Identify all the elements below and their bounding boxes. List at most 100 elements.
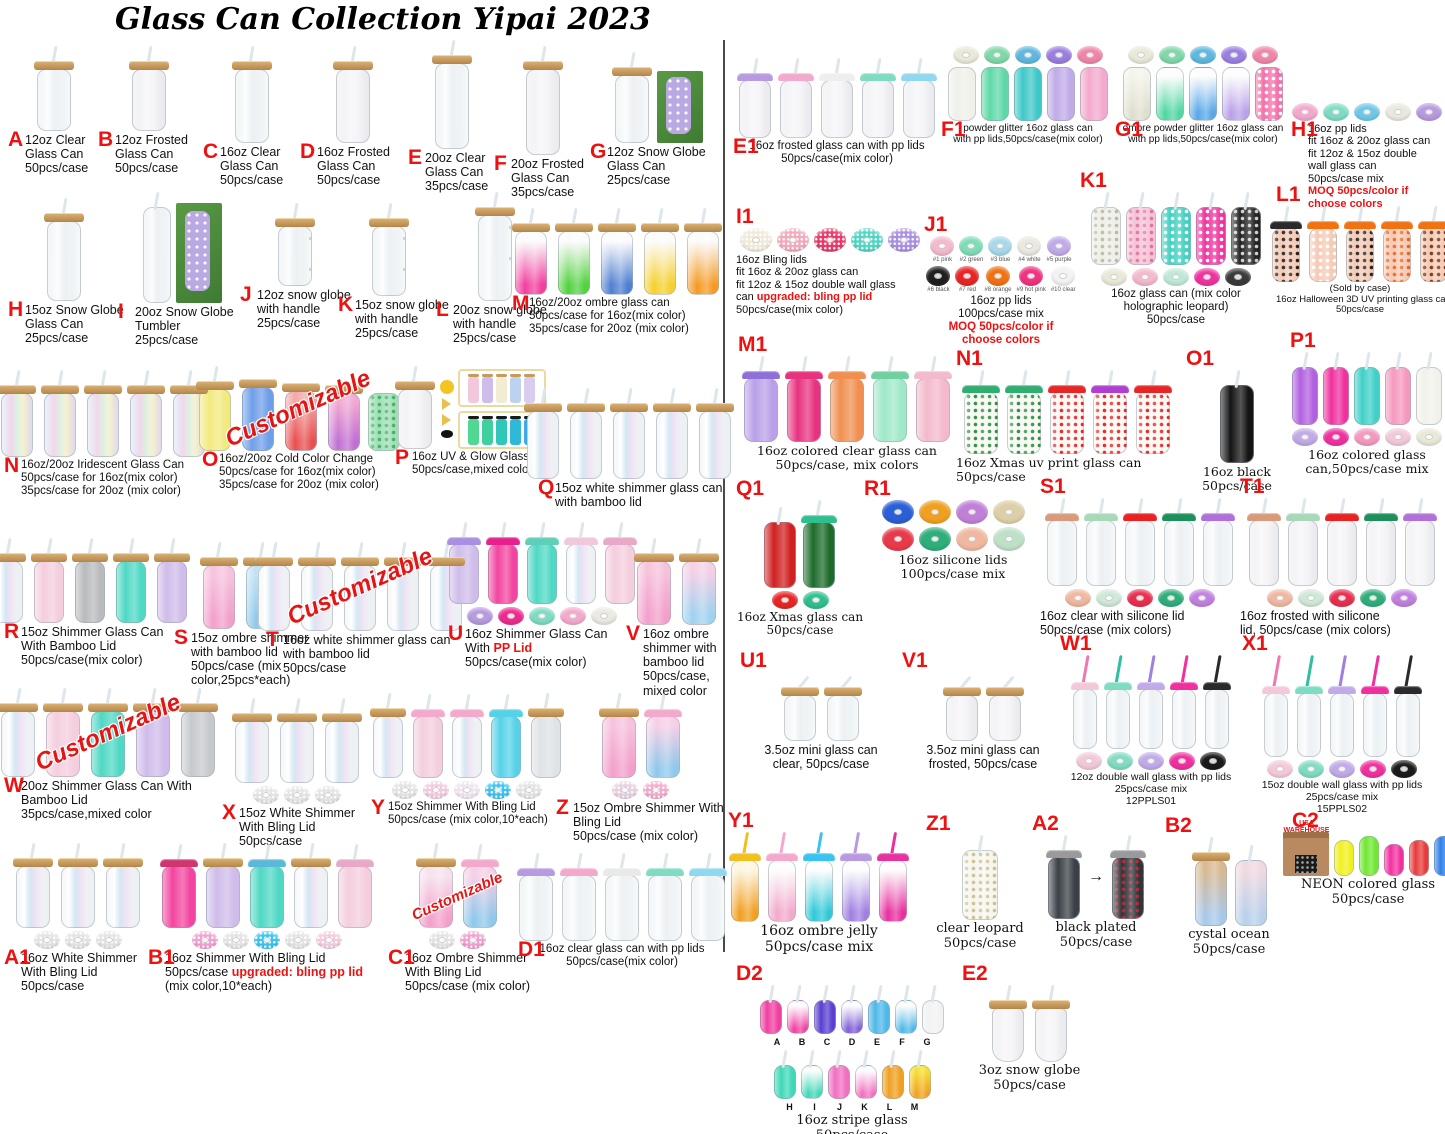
bling-lid-graphic [95, 931, 122, 949]
can-row [275, 202, 315, 286]
product-image [1165, 836, 1293, 926]
lid-hole [468, 937, 477, 943]
caption-line: 35pcs/case for 20oz (mix color) [219, 478, 379, 491]
pp-lid-graphic [803, 852, 835, 861]
uv-icons [439, 380, 454, 438]
catalog-entry-J1: J1 #1 pink #2 green #3 blue #4 white #5 purpl… [924, 214, 1078, 347]
entry-code: K1 [1080, 169, 1107, 192]
lid-hole [780, 596, 789, 603]
can-body [1366, 519, 1396, 586]
caption-line: with pp lids,50pcs/case(mix color) [953, 134, 1103, 146]
caption-line: NEON colored glass [1300, 876, 1436, 892]
caption-line: 12oz Clear [25, 133, 86, 147]
mini-can-graphic [510, 416, 521, 445]
glass-can-graphic [432, 39, 472, 149]
glass-can-graphic [72, 537, 108, 623]
entry-code: I [118, 300, 124, 323]
entry-caption: B1 16oz Shimmer With Bling Lid 50pcs/case … [148, 947, 386, 993]
glass-can-graphic [231, 45, 272, 143]
lid-hole [967, 508, 976, 515]
bamboo-lid-graphic [133, 703, 173, 712]
entry-caption: L 20oz snow globe with handle 25pcs/case [436, 299, 554, 345]
can-body [1035, 1007, 1067, 1062]
lid-with-label: #9 hot pink [1016, 265, 1046, 293]
caption-line: 50pcs/case [1146, 313, 1206, 326]
can-row [1270, 205, 1445, 282]
can-body [613, 411, 645, 479]
glass-can-graphic [129, 45, 169, 131]
caption-line: 50pcs/case [956, 469, 1026, 485]
pp-lid-graphic [1019, 265, 1044, 286]
caption-line: 12oz snow globe [257, 288, 351, 302]
pp-lid-graphic [819, 73, 855, 81]
caption-line: mixed color [643, 683, 707, 698]
pp-lid-graphic [860, 73, 896, 81]
glass-can-graphic [1381, 205, 1413, 282]
pp-lid-graphic [525, 537, 559, 545]
pp-lid-graphic [486, 537, 520, 545]
lid-hole [42, 937, 51, 943]
caption-line: Glass Can [425, 165, 484, 180]
lid-hole [1338, 765, 1346, 772]
bling-lid-graphic [459, 931, 486, 949]
caption-segment: upgraded: bling pp lid [756, 291, 873, 304]
caption-line: (Sold by case) [1329, 282, 1391, 294]
product-image [740, 672, 902, 741]
entry-code: Z [556, 796, 569, 819]
catalog-entry-R: R 15oz Shimmer Glass Can With Bamboo Lid 50… [0, 537, 190, 667]
lid-row [953, 46, 1103, 64]
can-body [1327, 519, 1357, 586]
pp-lid-graphic [1329, 759, 1355, 778]
can-body [1048, 856, 1080, 919]
catalog-entry-C1: Customizable C1 16oz Ombre Shimmer With Bli… [388, 842, 530, 993]
lid-hole [962, 52, 970, 58]
caption-line: 50pcs/case [993, 1077, 1066, 1093]
can-body [645, 716, 680, 778]
bling-lid-graphic [285, 931, 311, 949]
product-image [902, 672, 1064, 741]
pp-lid-graphic [955, 265, 980, 286]
pp-lid-graphic [1071, 681, 1099, 690]
entry-caption: 16oz pp lids 100pcs/case mix MOQ 50pcs/col… [924, 295, 1078, 347]
bamboo-lid-graphic [196, 381, 234, 390]
bamboo-lid-graphic [1191, 851, 1230, 861]
can-body [922, 999, 944, 1034]
caption-segment: PP Lid [493, 641, 533, 656]
can-body [691, 875, 725, 941]
bamboo-lid-graphic [34, 61, 74, 70]
handle-graphic [403, 237, 405, 271]
pp-lid-graphic [529, 607, 555, 625]
pp-lid-graphic [1046, 46, 1072, 64]
lid-hole [811, 596, 820, 603]
straw-icon [1304, 654, 1314, 689]
entry-caption: C 16oz Clear Glass Can 50pcs/case [203, 141, 300, 187]
can-body [280, 721, 314, 783]
lid-hole [1276, 594, 1284, 601]
lid-hole [938, 242, 947, 249]
glass-can-graphic [489, 693, 523, 778]
can-row [1247, 497, 1437, 586]
glass-can-graphic [44, 197, 84, 301]
entry-code: C1 [388, 946, 415, 969]
caption-line: 16oz Bling lids [736, 253, 807, 266]
caption-line: wall glass can [1308, 160, 1377, 173]
pp-lid-graphic [1137, 681, 1165, 690]
can-row [633, 537, 719, 625]
glass-can-graphic [113, 537, 149, 623]
pp-lid-graphic [800, 514, 837, 523]
caption-line: With Bling Lid [405, 965, 482, 980]
caption-line: Glass Can [607, 159, 666, 174]
can-body [37, 69, 71, 131]
product-image [1270, 205, 1445, 282]
pp-lid-graphic [962, 384, 1000, 393]
catalog-entry-D1: D1 16oz clear glass can with pp lids 50pcs… [517, 852, 727, 969]
can-body [368, 393, 400, 451]
entry-caption: F1 powder glitter 16oz glass can with pp l… [941, 119, 1115, 146]
pp-lid-graphic [1385, 103, 1411, 121]
glass-can-graphic [800, 1049, 823, 1099]
can-body [60, 866, 95, 928]
pp-lid-graphic [955, 526, 988, 551]
caption-line: 50pcs/case upgraded: bling pp lid [165, 965, 386, 979]
lid-row [1292, 427, 1442, 446]
straw-icon [1271, 654, 1281, 689]
